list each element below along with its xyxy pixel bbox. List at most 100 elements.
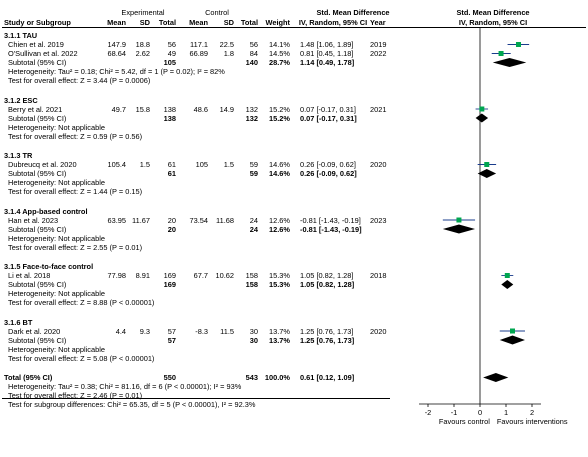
- study-name: Dubreucq et al. 2020: [8, 160, 77, 169]
- study-point-square: [504, 273, 510, 278]
- cell-cm: 48.6: [193, 104, 208, 114]
- subtotal-diamond: [477, 169, 497, 178]
- cell-en: 57: [167, 326, 176, 336]
- subtotal-label: Subtotal (95% CI): [8, 58, 67, 67]
- cell-w: 15.2%: [269, 104, 290, 114]
- cell-w: 12.6%: [269, 224, 290, 234]
- control-header: Control: [205, 8, 229, 17]
- cropped-caption-mask: [0, 437, 588, 457]
- cell-csd: 14.9: [219, 104, 234, 114]
- col-exp-total: Total: [158, 18, 176, 27]
- cell-smd-ci: 1.48 [1.06, 1.89]: [300, 40, 354, 49]
- total-diamond: [483, 373, 509, 382]
- x-tick-label: 0: [478, 408, 482, 417]
- cell-cm: 66.89: [189, 49, 209, 58]
- cell-cn: 84: [249, 49, 258, 58]
- subtotal-diamond: [499, 335, 525, 345]
- stat-note: Heterogeneity: Tau² = 0.18; Chi² = 5.42,…: [8, 67, 225, 76]
- subtotal-label: Subtotal (95% CI): [8, 280, 67, 289]
- col-weight: Weight: [265, 18, 291, 27]
- stat-note: Heterogeneity: Not applicable: [8, 122, 105, 132]
- subtotal-diamond: [501, 280, 514, 289]
- cell-year: 2020: [370, 326, 387, 336]
- x-tick-label: 2: [530, 408, 534, 417]
- cell-smd-ci: 1.05 [0.82, 1.28]: [300, 280, 355, 289]
- experimental-header: Experimental: [121, 8, 165, 17]
- x-tick-label: -2: [425, 408, 432, 417]
- cell-year: 2023: [370, 215, 387, 225]
- cell-smd-ci: 1.25 [0.76, 1.73]: [300, 326, 354, 336]
- cell-w: 14.5%: [269, 49, 290, 58]
- cell-csd: 22.5: [219, 40, 234, 49]
- stat-note: Test for overall effect: Z = 0.59 (P = 0…: [8, 131, 143, 141]
- cell-em: 4.4: [115, 326, 126, 336]
- cell-cn: 56: [249, 40, 258, 49]
- col-exp-sd: SD: [139, 18, 150, 27]
- cell-cn: 132: [245, 104, 258, 114]
- cell-en: 138: [163, 104, 176, 114]
- subtotal-diamond: [475, 113, 489, 123]
- cell-cm: 67.7: [193, 271, 208, 280]
- cell-esd: 11.67: [132, 215, 150, 225]
- cell-year: 2022: [370, 49, 387, 58]
- subgroup-heading: 3.1.5 Face-to-face control: [4, 262, 94, 271]
- cell-year: 2019: [370, 40, 387, 49]
- cell-w: 14.6%: [269, 169, 290, 178]
- subtotal-diamond: [492, 58, 527, 67]
- cell-em: 147.9: [107, 40, 127, 49]
- col-study: Study or Subgroup: [4, 18, 71, 27]
- cell-year: 2018: [370, 271, 387, 280]
- cell-esd: 18.8: [135, 40, 150, 49]
- study-point-square: [510, 328, 515, 334]
- subtotal-diamond: [442, 224, 476, 234]
- cell-em: 49.7: [111, 104, 126, 114]
- cell-csd: 1.5: [223, 160, 234, 169]
- cell-cn: 543: [245, 373, 258, 382]
- footer-rule: [2, 398, 390, 399]
- cell-cn: 158: [245, 271, 258, 280]
- subtotal-label: Subtotal (95% CI): [8, 335, 67, 345]
- cell-smd-ci: 0.26 [-0.09, 0.62]: [300, 160, 356, 169]
- stat-note: Test for overall effect: Z = 1.44 (P = 0…: [8, 187, 143, 196]
- x-tick-label: 1: [504, 408, 508, 417]
- stat-note: Test for overall effect: Z = 8.88 (P < 0…: [8, 298, 155, 307]
- cell-w: 15.2%: [269, 113, 290, 123]
- cell-smd-ci: 0.07 [-0.17, 0.31]: [300, 104, 356, 114]
- cell-cn: 24: [249, 215, 258, 225]
- smd-header: Std. Mean Difference: [316, 8, 390, 17]
- stat-note: Test for overall effect: Z = 3.44 (P = 0…: [8, 76, 151, 85]
- cell-en: 49: [167, 49, 176, 58]
- cell-w: 14.6%: [269, 160, 290, 169]
- stat-note: Heterogeneity: Not applicable: [8, 344, 105, 354]
- study-name: Berry et al. 2021: [8, 104, 63, 114]
- study-name: Dark et al. 2020: [8, 326, 61, 336]
- study-point-square: [484, 162, 490, 167]
- cell-en: 169: [163, 271, 176, 280]
- cell-esd: 9.3: [139, 326, 150, 336]
- cell-esd: 2.62: [135, 49, 150, 58]
- cell-en: 57: [167, 335, 176, 345]
- subtotal-label: Subtotal (95% CI): [8, 113, 67, 123]
- cell-cn: 132: [245, 113, 258, 123]
- cell-smd-ci: 0.26 [-0.09, 0.62]: [300, 169, 357, 178]
- favours-right-label: Favours interventions: [497, 417, 568, 426]
- x-tick-label: -1: [451, 408, 458, 417]
- cell-em: 63.95: [107, 215, 127, 225]
- stat-note: Test for overall effect: Z = 5.08 (P < 0…: [8, 353, 155, 363]
- cell-smd-ci: 1.05 [0.82, 1.28]: [300, 271, 354, 280]
- cell-em: 105.4: [107, 160, 127, 169]
- cell-smd-ci: 1.14 [0.49, 1.78]: [300, 58, 355, 67]
- stat-note: Test for overall effect: Z = 2.46 (P = 0…: [8, 391, 143, 400]
- study-name: Han et al. 2023: [8, 215, 59, 225]
- cell-smd-ci: -0.81 [-1.43, -0.19]: [300, 215, 361, 225]
- cell-cn: 24: [249, 224, 258, 234]
- cell-esd: 15.8: [135, 104, 150, 114]
- cell-esd: 1.5: [139, 160, 150, 169]
- cell-w: 28.7%: [269, 58, 290, 67]
- cell-en: 105: [163, 58, 176, 67]
- study-name: Chien et al. 2019: [8, 40, 64, 49]
- subgroup-heading: 3.1.6 BT: [4, 317, 33, 327]
- subtotal-label: Subtotal (95% CI): [8, 169, 67, 178]
- cell-w: 13.7%: [269, 335, 290, 345]
